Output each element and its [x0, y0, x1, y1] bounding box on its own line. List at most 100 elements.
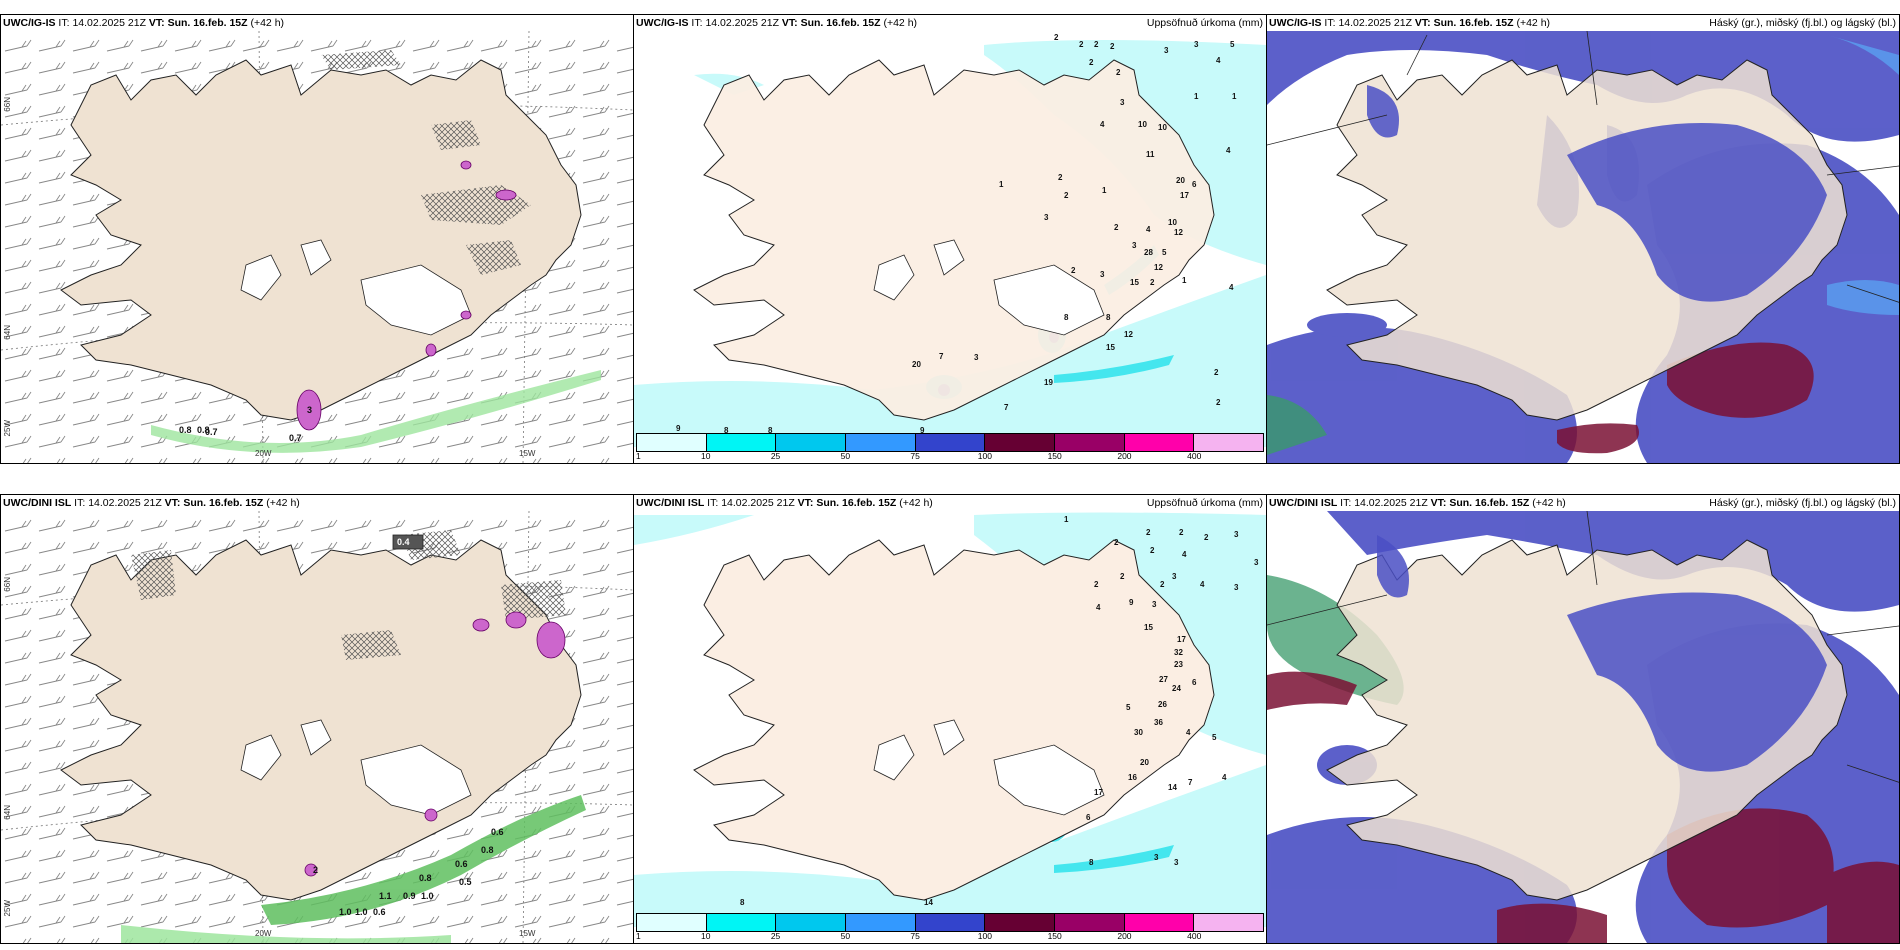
colorbar-label: 200	[1117, 451, 1132, 461]
svg-text:14: 14	[1168, 783, 1177, 792]
svg-text:1: 1	[1182, 276, 1187, 285]
svg-text:8: 8	[1064, 313, 1069, 322]
svg-text:8: 8	[1106, 313, 1111, 322]
svg-text:2: 2	[1116, 68, 1121, 77]
svg-text:3: 3	[1152, 600, 1157, 609]
panel-top-precip: UWC/IG-IS IT: 14.02.2025 21Z VT: Sun. 16…	[633, 14, 1267, 464]
svg-text:1: 1	[1232, 92, 1237, 101]
colorbar-label: 150	[1047, 451, 1062, 461]
svg-text:15: 15	[1144, 623, 1153, 632]
value-label: 0.6	[455, 859, 468, 869]
svg-text:3: 3	[1154, 853, 1159, 862]
glaciers	[240, 719, 472, 816]
value-label: 0.4	[397, 537, 410, 547]
svg-text:36: 36	[1154, 718, 1163, 727]
panel-top-wind: UWC/IG-IS IT: 14.02.2025 21Z VT: Sun. 16…	[0, 14, 634, 464]
colorbar-swatch	[915, 914, 986, 931]
svg-text:3: 3	[1164, 46, 1169, 55]
svg-text:1: 1	[1102, 186, 1107, 195]
colorbar-swatch	[1194, 434, 1264, 451]
svg-text:3: 3	[1174, 858, 1179, 867]
value-label: 3	[307, 405, 312, 415]
svg-text:1: 1	[1064, 515, 1069, 524]
cloud-over-land	[1367, 85, 1827, 302]
svg-text:4: 4	[1200, 580, 1205, 589]
svg-text:3: 3	[1044, 213, 1049, 222]
colorbar-swatch	[985, 914, 1056, 931]
magenta-cells	[296, 160, 517, 431]
map-canvas: 0.8 0.8 0.7 0.7 3	[1, 30, 633, 463]
svg-text:2: 2	[1146, 528, 1151, 537]
svg-text:4: 4	[1226, 146, 1231, 155]
svg-text:28: 28	[1144, 248, 1153, 257]
svg-text:6: 6	[1086, 813, 1091, 822]
colorbar-swatch	[846, 434, 916, 451]
colorbar-label: 100	[977, 451, 992, 461]
svg-text:3: 3	[1132, 241, 1137, 250]
value-label: 0.9	[403, 891, 416, 901]
svg-text:3: 3	[1194, 40, 1199, 49]
high-clouds	[1267, 671, 1899, 943]
glaciers	[240, 239, 472, 336]
value-label: 1.0	[339, 907, 352, 917]
panel-title: UWC/DINI ISL IT: 14.02.2025 21Z VT: Sun.…	[634, 495, 1266, 511]
svg-text:20: 20	[912, 360, 921, 369]
colorbar-swatch	[985, 434, 1056, 451]
colorbar-swatch	[915, 434, 986, 451]
svg-text:8: 8	[724, 426, 729, 435]
colorbar-swatch	[776, 914, 847, 931]
svg-text:8: 8	[740, 898, 745, 907]
svg-text:11: 11	[1146, 150, 1155, 159]
green-precip-band	[121, 795, 586, 943]
svg-text:6: 6	[1192, 678, 1197, 687]
green-clouds	[1267, 575, 1404, 705]
svg-text:8: 8	[1089, 858, 1094, 867]
svg-text:2: 2	[1058, 173, 1063, 182]
colorbar-label: 25	[770, 931, 781, 941]
panel-bottom-precip: UWC/DINI ISL IT: 14.02.2025 21Z VT: Sun.…	[633, 494, 1267, 944]
svg-text:27: 27	[1159, 675, 1168, 684]
svg-text:1: 1	[1194, 92, 1199, 101]
glaciers	[873, 719, 1105, 816]
svg-text:15: 15	[1130, 278, 1139, 287]
svg-text:3: 3	[1234, 530, 1239, 539]
svg-text:3: 3	[974, 353, 979, 362]
colorbar-swatch	[637, 434, 707, 451]
panel-right-title: Háský (gr.), miðský (fj.bl.) og lágský (…	[1709, 15, 1896, 31]
svg-text:24: 24	[1172, 684, 1181, 693]
colorbar-label: 50	[840, 931, 851, 941]
lon-label: 15W	[519, 929, 536, 938]
svg-text:4: 4	[1096, 603, 1101, 612]
colorbar-swatch	[1055, 914, 1125, 931]
map-canvas	[1267, 30, 1899, 463]
lat-label: 64N	[3, 325, 12, 340]
svg-text:2: 2	[1114, 223, 1119, 232]
map-canvas	[1267, 510, 1899, 943]
colorbar-label: 50	[840, 451, 851, 461]
colorbar-label: 150	[1047, 931, 1062, 941]
svg-text:20: 20	[1140, 758, 1149, 767]
svg-text:2: 2	[1150, 546, 1155, 555]
lat-label: 25W	[3, 900, 12, 917]
svg-text:8: 8	[768, 426, 773, 435]
svg-text:10: 10	[1138, 120, 1147, 129]
colorbar-label: 75	[910, 451, 920, 461]
svg-text:2: 2	[1216, 398, 1221, 407]
value-label: 0.8	[419, 873, 432, 883]
svg-text:6: 6	[1192, 180, 1197, 189]
svg-text:2: 2	[1179, 528, 1184, 537]
svg-text:3: 3	[1254, 558, 1259, 567]
svg-text:5: 5	[1162, 248, 1167, 257]
svg-text:12: 12	[1174, 228, 1183, 237]
colorbar-swatch	[1055, 434, 1125, 451]
value-label: 0.5	[459, 877, 472, 887]
panel-top-clouds: UWC/IG-IS IT: 14.02.2025 21Z VT: Sun. 16…	[1266, 14, 1900, 464]
svg-text:1: 1	[999, 180, 1004, 189]
colorbar: 1 10 25 50 75 100 150 200 400	[636, 913, 1264, 941]
colorbar-label: 400	[1187, 931, 1202, 941]
colorbar: 1 10 25 50 75 100 150 200 400	[636, 433, 1264, 461]
value-label: 2	[313, 865, 318, 875]
svg-text:10: 10	[1168, 218, 1177, 227]
colorbar-swatch	[776, 434, 847, 451]
svg-text:2: 2	[1094, 40, 1099, 49]
